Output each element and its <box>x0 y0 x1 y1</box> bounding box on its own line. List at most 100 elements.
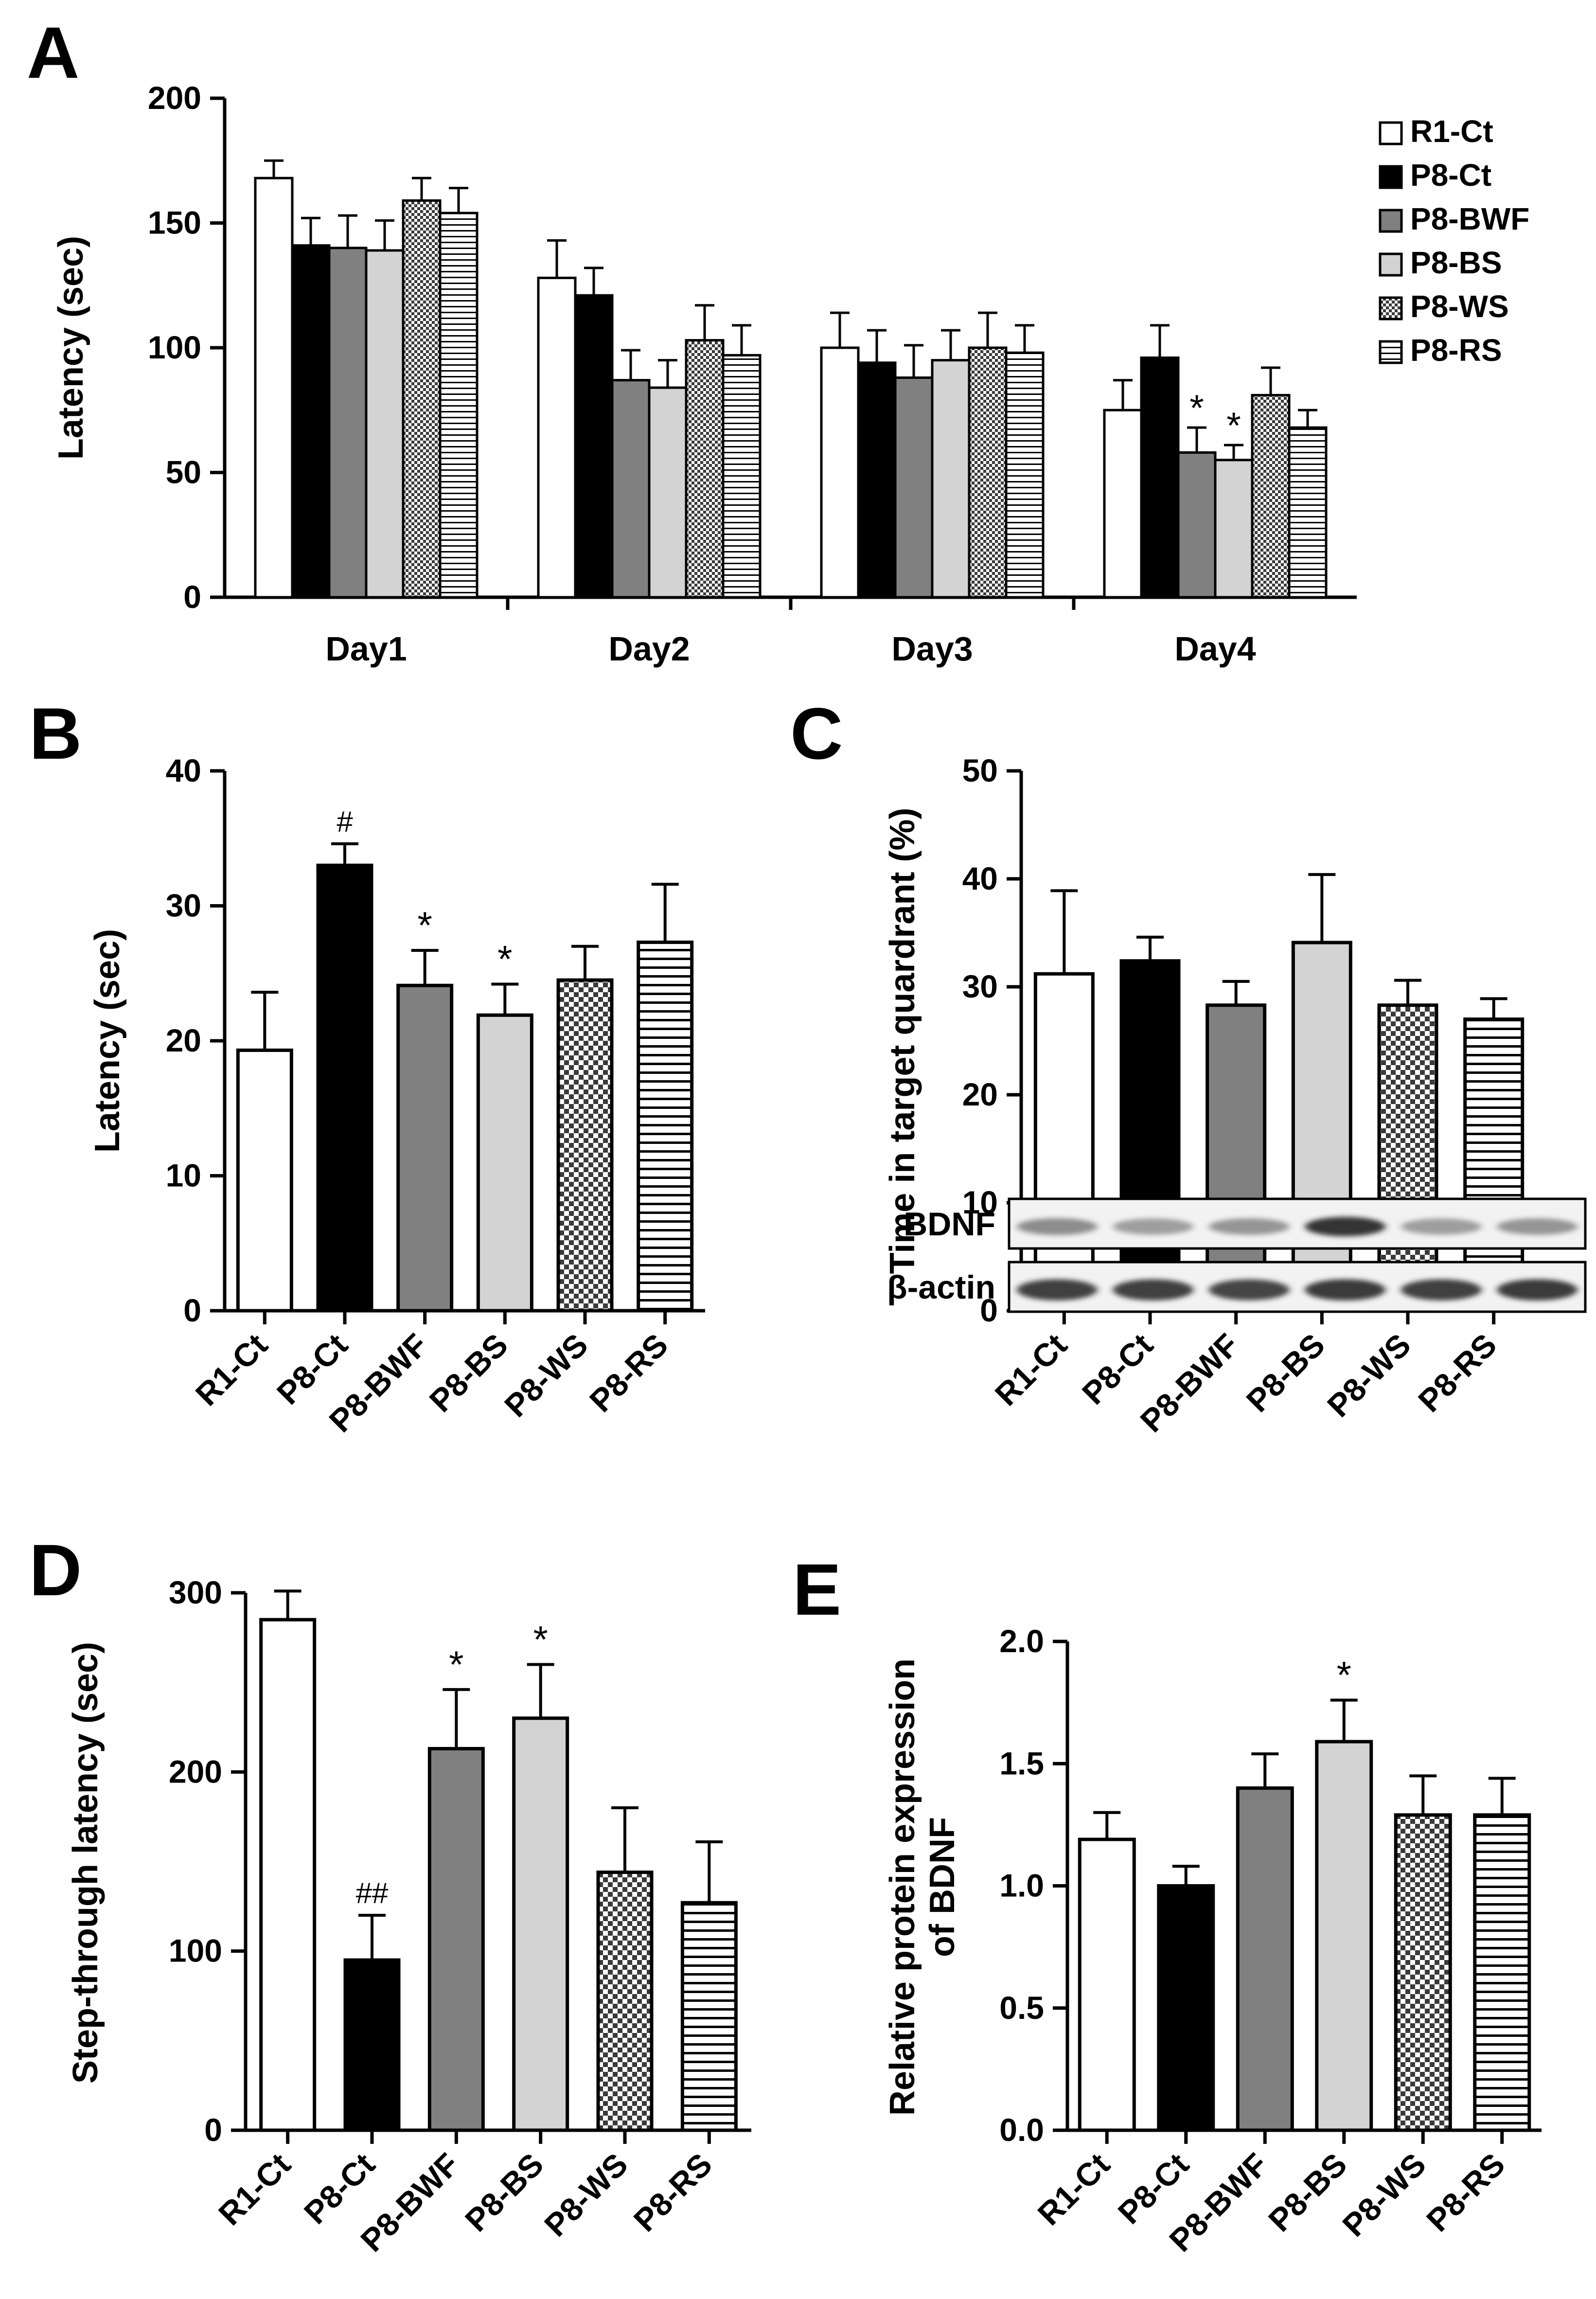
blot-band-beta-actin-lane-3 <box>1208 1279 1290 1301</box>
panel-b-bar-p8-rs <box>637 940 694 1313</box>
panel-d-chart: 0 100 200 300 Step-through latency (sec) R1-C… <box>66 1574 751 2259</box>
panel-c-x-tick-label-p8-ws: P8-WS <box>1320 1327 1418 1424</box>
panel-b-significance-p8-ct: # <box>337 805 353 838</box>
panel-b-y-tick-label: 20 <box>166 1022 201 1058</box>
panel-d-x-tick-label-p8-bs: P8-BS <box>458 2146 550 2239</box>
panel-a-bar-day2-p8-ct <box>574 294 614 599</box>
panel-e-y-tick-label: 0.0 <box>999 2112 1044 2148</box>
blot-band-beta-actin-lane-6 <box>1497 1279 1578 1301</box>
panel-e-chart: 0.0 0.5 1.0 1.5 2.0 Relative protein expressi… <box>883 1623 1542 2259</box>
panel-a-legend-label-p8-bs: P8-BS <box>1410 245 1502 280</box>
panel-b-y-tick-label: 30 <box>166 888 201 924</box>
blot-band-bdnf-lane-5 <box>1401 1218 1482 1235</box>
panel-a-bar-day4-p8-ws <box>1251 393 1291 599</box>
panel-b-x-tick-label-p8-bs: P8-BS <box>422 1327 514 1419</box>
panel-d-x-tick-label-p8-rs: P8-RS <box>626 2146 719 2239</box>
panel-b-x-tick-label-r1-ct: R1-Ct <box>188 1327 274 1413</box>
panel-label-d: D <box>29 1529 82 1611</box>
panel-a-y-axis-label: Latency (sec) <box>52 236 90 460</box>
panel-e-western-blot: BDNF β-actin <box>887 1197 1587 1313</box>
panel-a-bar-day3-r1-ct <box>820 346 860 599</box>
panel-b-y-tick-label: 0 <box>183 1292 201 1328</box>
panel-a-x-tick-label-day2: Day2 <box>608 630 690 668</box>
blot-band-bdnf-lane-3 <box>1208 1218 1290 1235</box>
panel-e-y-tick-label: 2.0 <box>999 1623 1044 1659</box>
panel-a-significance-p8-bwf: * <box>1189 388 1204 429</box>
panel-b-bar-p8-bwf <box>396 983 454 1313</box>
panel-c-x-tick-label-p8-rs: P8-RS <box>1411 1327 1504 1419</box>
panel-c-x-tick-label-p8-ct: P8-Ct <box>1075 1327 1160 1411</box>
panel-c-y-tick-label: 40 <box>962 860 998 896</box>
blot-band-bdnf-lane-2 <box>1113 1218 1194 1235</box>
panel-a-y-tick-label: 0 <box>183 579 201 615</box>
panel-d-bar-p8-bs <box>512 1716 569 2132</box>
panel-a-legend-swatch-p8-ws <box>1379 296 1403 321</box>
blot-label-beta-actin: β-actin <box>887 1269 995 1306</box>
panel-a-legend-label-p8-ws: P8-WS <box>1410 289 1509 324</box>
blot-band-beta-actin-lane-4 <box>1305 1279 1386 1301</box>
panel-c-x-tick-label-r1-ct: R1-Ct <box>988 1327 1074 1413</box>
panel-b-x-tick-label-p8-rs: P8-RS <box>583 1327 675 1419</box>
panel-c-chart: 0 10 20 30 40 50 Time in target quardrant (%) R… <box>883 752 1537 1439</box>
panel-a-legend-swatch-p8-bs <box>1379 252 1403 277</box>
panel-a-legend-swatch-p8-rs <box>1379 340 1403 364</box>
panel-a-legend-label-p8-rs: P8-RS <box>1410 333 1502 368</box>
panel-a-bar-day1-r1-ct <box>254 177 294 599</box>
panel-d-y-tick-label: 200 <box>169 1753 222 1789</box>
panel-b-significance-p8-bwf: * <box>417 904 432 946</box>
blot-strip-bdnf <box>1008 1197 1587 1250</box>
panel-label-e: E <box>793 1549 841 1630</box>
blot-label-bdnf: BDNF <box>904 1206 995 1243</box>
panel-a-bar-day2-r1-ct <box>537 276 577 599</box>
panel-d-bar-p8-ws <box>596 1871 654 2132</box>
panel-a-legend-swatch-p8-bwf <box>1379 209 1403 233</box>
panel-a-y-tick-label: 100 <box>148 329 201 365</box>
panel-c-bar-r1-ct <box>1033 972 1095 1313</box>
panel-e-bar-p8-ws <box>1394 1813 1452 2132</box>
panel-a-bar-day4-p8-rs <box>1288 426 1328 599</box>
blot-band-beta-actin-lane-1 <box>1016 1279 1098 1301</box>
panel-a-bar-day4-p8-ct <box>1140 356 1180 599</box>
panel-d-bar-p8-bwf <box>427 1747 485 2132</box>
panel-a-significance-p8-bs: * <box>1226 405 1241 446</box>
panel-d-significance-p8-ct: ## <box>356 1877 389 1909</box>
panel-e-x-tick-label-r1-ct: R1-Ct <box>1030 2146 1117 2232</box>
panel-b-x-tick-label-p8-ws: P8-WS <box>497 1327 595 1424</box>
panel-d-bar-p8-ct <box>343 1958 401 2132</box>
panel-e-bar-p8-rs <box>1473 1813 1531 2132</box>
blot-band-beta-actin-lane-5 <box>1401 1279 1482 1301</box>
panel-e-y-axis-label: of BDNF <box>923 1817 962 1957</box>
panel-a-bar-day3-p8-rs <box>1005 351 1045 599</box>
panel-e-y-axis-label: Relative protein expression <box>883 1658 922 2116</box>
panel-a-bar-day1-p8-bs <box>365 249 405 599</box>
panel-d-bar-r1-ct <box>259 1618 317 2132</box>
panel-e-x-tick-label-p8-bs: P8-BS <box>1261 2146 1354 2239</box>
panel-a-bar-day4-r1-ct <box>1103 409 1143 599</box>
panel-a-bar-day1-p8-ct <box>291 244 331 599</box>
panel-e-bar-r1-ct <box>1078 1837 1136 2132</box>
blot-band-bdnf-lane-4 <box>1305 1217 1386 1236</box>
panel-c-y-axis-label: Time in target quardrant (%) <box>883 808 922 1274</box>
panel-a-bar-day3-p8-ws <box>968 346 1008 599</box>
panel-d-y-tick-label: 300 <box>169 1574 222 1610</box>
panel-a-bar-day2-p8-bs <box>648 386 688 599</box>
panel-d-significance-p8-bs: * <box>533 1618 548 1660</box>
panel-a-x-tick-label-day4: Day4 <box>1174 630 1256 668</box>
panel-a-bar-day1-p8-ws <box>402 199 442 599</box>
panel-d-y-axis-label: Step-through latency (sec) <box>66 1642 105 2084</box>
blot-strip-beta-actin <box>1008 1261 1587 1313</box>
blot-band-bdnf-lane-6 <box>1497 1218 1578 1235</box>
panel-a-legend-swatch-p8-ct <box>1379 165 1403 189</box>
panel-b-bar-p8-bs <box>476 1013 533 1313</box>
panel-a-y-tick-label: 50 <box>166 454 201 490</box>
panel-b-significance-p8-bs: * <box>497 937 512 980</box>
panel-b-y-tick-label: 10 <box>166 1158 201 1194</box>
panel-a-bar-day3-p8-bwf <box>894 376 934 599</box>
panel-d-bar-p8-rs <box>680 1901 738 2132</box>
panel-e-x-tick-label-p8-ws: P8-WS <box>1335 2146 1433 2244</box>
panel-b-bar-r1-ct <box>236 1048 293 1313</box>
panel-e-y-tick-label: 0.5 <box>999 1990 1044 2026</box>
panel-c-x-tick-label-p8-bs: P8-BS <box>1239 1327 1331 1419</box>
panel-b-y-tick-label: 40 <box>166 752 201 788</box>
panel-a-bar-day2-p8-bwf <box>611 379 651 599</box>
